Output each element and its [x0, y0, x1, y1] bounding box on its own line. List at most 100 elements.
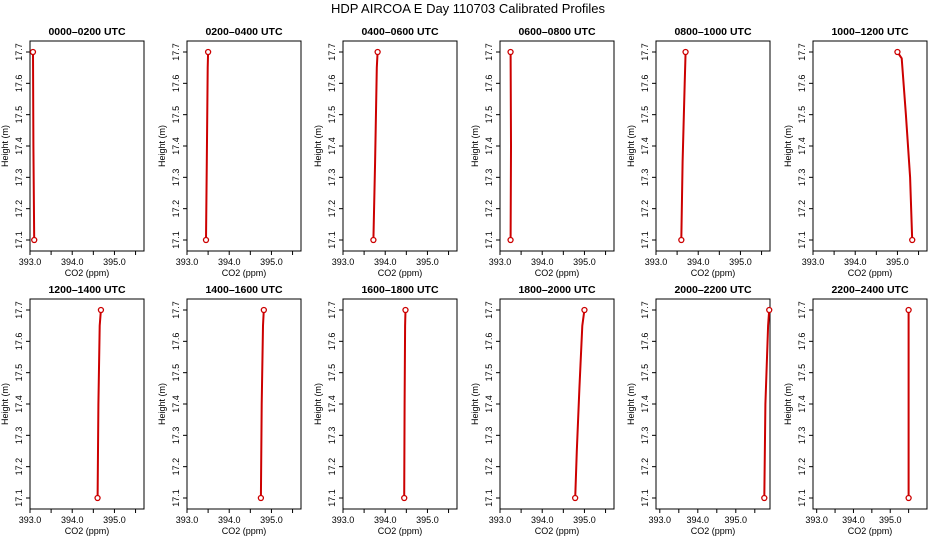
y-tick-label: 17.4: [484, 137, 494, 155]
x-tick-label: 393.0: [19, 515, 42, 525]
profile-end-point: [374, 48, 381, 56]
x-tick-label: 393.0: [489, 257, 512, 267]
y-tick-label: 17.5: [797, 364, 807, 382]
x-tick-label: 395.0: [879, 515, 902, 525]
profile-end-point: [761, 494, 768, 502]
y-axis-label: Height (m): [783, 383, 793, 425]
profile-end-point: [402, 306, 409, 314]
y-tick-label: 17.1: [327, 489, 337, 507]
plot-frame: [342, 298, 458, 510]
y-tick-label: 17.6: [797, 75, 807, 93]
x-tick-label: 393.0: [19, 257, 42, 267]
y-tick-label: 17.3: [327, 169, 337, 187]
y-tick-label: 17.1: [484, 231, 494, 249]
y-tick-label: 17.6: [171, 75, 181, 93]
y-tick-label: 17.6: [327, 333, 337, 351]
y-tick-label: 17.3: [484, 427, 494, 445]
x-axis-label: CO2 (ppm): [848, 526, 893, 536]
x-tick-label: 393.0: [332, 257, 355, 267]
y-tick-label: 17.3: [797, 427, 807, 445]
profile-end-point: [94, 494, 101, 502]
profile-panel-2: 0200–0400 UTC 393.0 394.0 395.0 17.1 17.2 17.3…: [157, 26, 302, 278]
y-tick-label: 17.7: [640, 43, 650, 61]
y-tick-label: 17.3: [797, 169, 807, 187]
profile-line: [32, 51, 36, 241]
y-tick-label: 17.4: [484, 395, 494, 413]
x-tick-label: 393.0: [489, 515, 512, 525]
panel-title: 1600–1800 UTC: [361, 284, 438, 296]
x-tick-label: 395.0: [573, 515, 596, 525]
profile-end-point: [507, 48, 514, 56]
x-tick-label: 395.0: [416, 257, 439, 267]
y-tick-label: 17.3: [171, 427, 181, 445]
x-axis-label: CO2 (ppm): [222, 526, 267, 536]
profile-end-point: [29, 48, 37, 56]
y-tick-label: 17.7: [797, 43, 807, 61]
y-tick-label: 17.1: [797, 489, 807, 507]
y-axis-label: Height (m): [157, 125, 167, 167]
y-tick-label: 17.6: [171, 333, 181, 351]
profile-end-point: [257, 494, 265, 502]
x-tick-label: 393.0: [645, 257, 668, 267]
y-tick-label: 17.2: [327, 200, 337, 218]
plot-frame: [655, 298, 771, 510]
profile-end-point: [905, 306, 912, 314]
y-axis-label: Height (m): [0, 125, 10, 167]
y-tick-label: 17.6: [797, 333, 807, 351]
profile-end-point: [678, 236, 685, 244]
profile-end-point: [894, 48, 901, 56]
y-tick-label: 17.6: [484, 333, 494, 351]
y-axis-label: Height (m): [470, 125, 480, 167]
x-tick-label: 393.0: [649, 515, 672, 525]
y-tick-label: 17.5: [171, 106, 181, 124]
profile-panel-10: 1800–2000 UTC 393.0 394.0 395.0 17.1 17.2 17.3…: [470, 284, 615, 536]
y-tick-label: 17.3: [171, 169, 181, 187]
plot-frame: [186, 40, 302, 252]
profile-panel-11: 2000–2200 UTC 393.0 394.0 395.0 17.1 17.2 17.3…: [626, 284, 773, 536]
x-tick-label: 393.0: [332, 515, 355, 525]
y-axis-label: Height (m): [313, 383, 323, 425]
y-tick-label: 17.2: [640, 200, 650, 218]
y-tick-label: 17.2: [797, 458, 807, 476]
profile-end-point: [202, 236, 210, 244]
profile-end-point: [909, 236, 916, 244]
profile-panel-4: 0600–0800 UTC 393.0 394.0 395.0 17.1 17.2 17.3…: [470, 26, 615, 278]
x-axis-label: CO2 (ppm): [65, 526, 110, 536]
panel-title: 0600–0800 UTC: [518, 26, 595, 38]
profile-end-point: [905, 494, 912, 502]
panel-title: 2000–2200 UTC: [674, 284, 751, 296]
profile-end-point: [204, 48, 212, 56]
y-axis-label: Height (m): [783, 125, 793, 167]
x-tick-label: 395.0: [573, 257, 596, 267]
profile-line: [259, 309, 265, 499]
profile-panel-5: 0800–1000 UTC 393.0 394.0 395.0 17.1 17.2 17.3…: [626, 26, 771, 278]
y-tick-label: 17.7: [327, 301, 337, 319]
plot-frame: [186, 298, 302, 510]
y-tick-label: 17.1: [327, 231, 337, 249]
profile-end-point: [31, 236, 38, 244]
y-tick-label: 17.5: [797, 106, 807, 124]
y-tick-label: 17.3: [14, 169, 24, 187]
x-tick-label: 395.0: [886, 257, 909, 267]
y-tick-label: 17.2: [484, 458, 494, 476]
x-tick-label: 394.0: [61, 257, 84, 267]
y-tick-label: 17.4: [327, 395, 337, 413]
profile-line: [205, 51, 210, 241]
x-axis-label: CO2 (ppm): [65, 268, 110, 278]
y-tick-label: 17.6: [14, 75, 24, 93]
y-tick-label: 17.2: [640, 458, 650, 476]
plot-frame: [655, 40, 771, 252]
y-tick-label: 17.1: [797, 231, 807, 249]
panel-title: 1200–1400 UTC: [48, 284, 125, 296]
y-tick-label: 17.5: [484, 364, 494, 382]
y-tick-label: 17.3: [484, 169, 494, 187]
panel-title: 0200–0400 UTC: [205, 26, 282, 38]
y-tick-label: 17.1: [171, 231, 181, 249]
y-tick-label: 17.4: [797, 137, 807, 155]
x-tick-label: 395.0: [103, 257, 126, 267]
y-tick-label: 17.7: [171, 43, 181, 61]
x-axis-label: CO2 (ppm): [535, 268, 580, 278]
y-tick-label: 17.2: [797, 200, 807, 218]
y-axis-label: Height (m): [470, 383, 480, 425]
